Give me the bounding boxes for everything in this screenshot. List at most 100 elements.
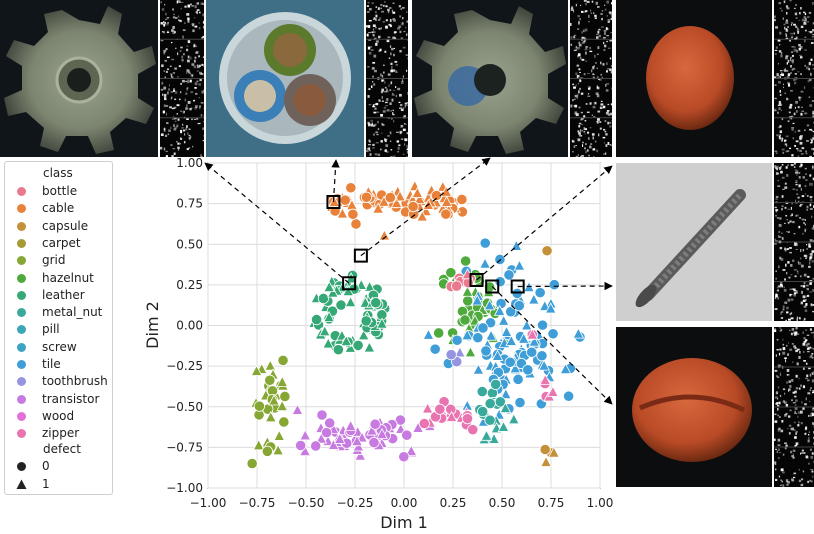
- thumbnail-metal-nut-1: [0, 0, 158, 157]
- data-point-defect: [540, 455, 552, 467]
- data-point-defect: [366, 424, 378, 436]
- connector-arrow: [204, 162, 350, 284]
- data-point-normal: [539, 443, 551, 456]
- data-point-normal: [384, 191, 396, 204]
- legend-swatch-icon: [17, 290, 26, 300]
- legend-label: carpet: [42, 235, 81, 250]
- legend-swatch-icon: [17, 411, 26, 421]
- x-tick-label: −1.00: [190, 496, 227, 510]
- data-point-normal: [541, 245, 553, 257]
- data-point-defect: [472, 363, 485, 375]
- data-point-normal: [503, 269, 515, 281]
- data-point-defect: [405, 444, 418, 456]
- y-tick-label: 0.25: [176, 278, 203, 292]
- data-point-defect: [539, 373, 552, 385]
- data-point-normal: [279, 390, 291, 403]
- data-point-defect: [471, 294, 484, 306]
- data-point-defect: [440, 185, 453, 197]
- data-point-defect: [500, 325, 513, 337]
- circle-marker-icon: [17, 462, 26, 471]
- legend-label: zipper: [42, 426, 80, 441]
- x-tick-label: −0.50: [288, 496, 325, 510]
- data-point-normal: [278, 416, 290, 428]
- legend-item-screw: screw: [5, 339, 105, 357]
- legend-label: tile: [42, 357, 61, 371]
- connector-arrows: [204, 157, 613, 405]
- data-point-defect: [480, 429, 493, 441]
- data-point-defect: [547, 385, 559, 397]
- data-point-defect: [344, 295, 357, 308]
- data-point-normal: [321, 427, 333, 439]
- data-point-normal: [429, 343, 441, 355]
- x-tick-label: −0.25: [337, 496, 374, 510]
- data-point-defect: [344, 419, 357, 431]
- connector-arrow: [491, 286, 613, 405]
- x-tick-label: 0.00: [391, 496, 418, 510]
- data-point-normal: [477, 322, 489, 334]
- data-point-defect: [363, 341, 376, 353]
- data-point-defect: [264, 410, 277, 423]
- legend-label: screw: [42, 339, 77, 354]
- legend-item-tile: tile: [5, 356, 105, 374]
- y-tick-label: 0.00: [176, 319, 203, 333]
- data-point-normal: [462, 295, 474, 307]
- data-point-normal: [407, 200, 419, 213]
- data-point-defect: [559, 362, 572, 375]
- data-point-normal: [445, 267, 457, 279]
- legend-label: metal_nut: [42, 305, 103, 320]
- data-point-defect: [299, 429, 312, 441]
- data-point-normal: [310, 440, 322, 452]
- y-tick-label: 0.75: [176, 197, 203, 211]
- data-point-normal: [490, 378, 502, 390]
- data-point-defect: [327, 286, 339, 298]
- data-point-normal: [352, 339, 364, 351]
- data-point-normal: [440, 208, 452, 220]
- y-tick-label: 1.00: [176, 156, 203, 170]
- data-point-defect: [250, 364, 263, 376]
- data-point-normal: [368, 436, 380, 449]
- data-point-defect: [390, 196, 403, 208]
- legend-style-0: 0: [5, 458, 105, 476]
- data-point-defect: [505, 334, 518, 346]
- data-point-normal: [548, 279, 560, 291]
- data-point-normal: [522, 364, 534, 376]
- attention-strip-5: [774, 163, 814, 321]
- data-point-normal: [332, 344, 344, 356]
- data-point-normal: [264, 374, 276, 386]
- data-point-normal: [317, 292, 330, 305]
- data-point-defect: [445, 410, 458, 422]
- data-point-defect: [507, 413, 520, 425]
- data-point-defect: [421, 402, 434, 414]
- legend-label: grid: [42, 253, 66, 268]
- data-point-normal: [324, 417, 336, 429]
- data-point-normal: [345, 182, 357, 194]
- legend-item-transistor: transistor: [5, 391, 105, 409]
- data-point-normal: [460, 255, 472, 267]
- data-point-defect: [378, 229, 391, 241]
- data-point-normal: [246, 457, 258, 470]
- y-tick-label: −0.50: [166, 400, 203, 414]
- data-point-normal: [369, 418, 381, 430]
- data-point-defect: [520, 319, 533, 331]
- legend-label: bottle: [42, 184, 78, 198]
- data-point-defect: [333, 432, 346, 444]
- data-point-defect: [328, 195, 341, 207]
- legend-hue-title: class: [43, 166, 73, 180]
- highlight-box: [510, 279, 525, 294]
- legend-item-pill: pill: [5, 321, 105, 339]
- data-point-normal: [494, 276, 506, 288]
- data-point-normal: [360, 315, 372, 327]
- legend-item-toothbrush: toothbrush: [5, 373, 108, 391]
- data-point-normal: [484, 414, 496, 426]
- data-point-defect: [499, 401, 512, 414]
- data-point-normal: [536, 350, 548, 362]
- data-point-normal: [316, 409, 328, 421]
- data-point-normal: [484, 317, 497, 329]
- x-tick-label: 1.00: [587, 496, 614, 510]
- data-point-normal: [261, 445, 273, 457]
- legend-item-metal-nut: metal_nut: [5, 304, 105, 322]
- legend-label: hazelnut: [42, 270, 94, 285]
- data-point-defect: [485, 329, 497, 341]
- data-point-normal: [512, 373, 524, 385]
- data-point-defect: [497, 314, 510, 326]
